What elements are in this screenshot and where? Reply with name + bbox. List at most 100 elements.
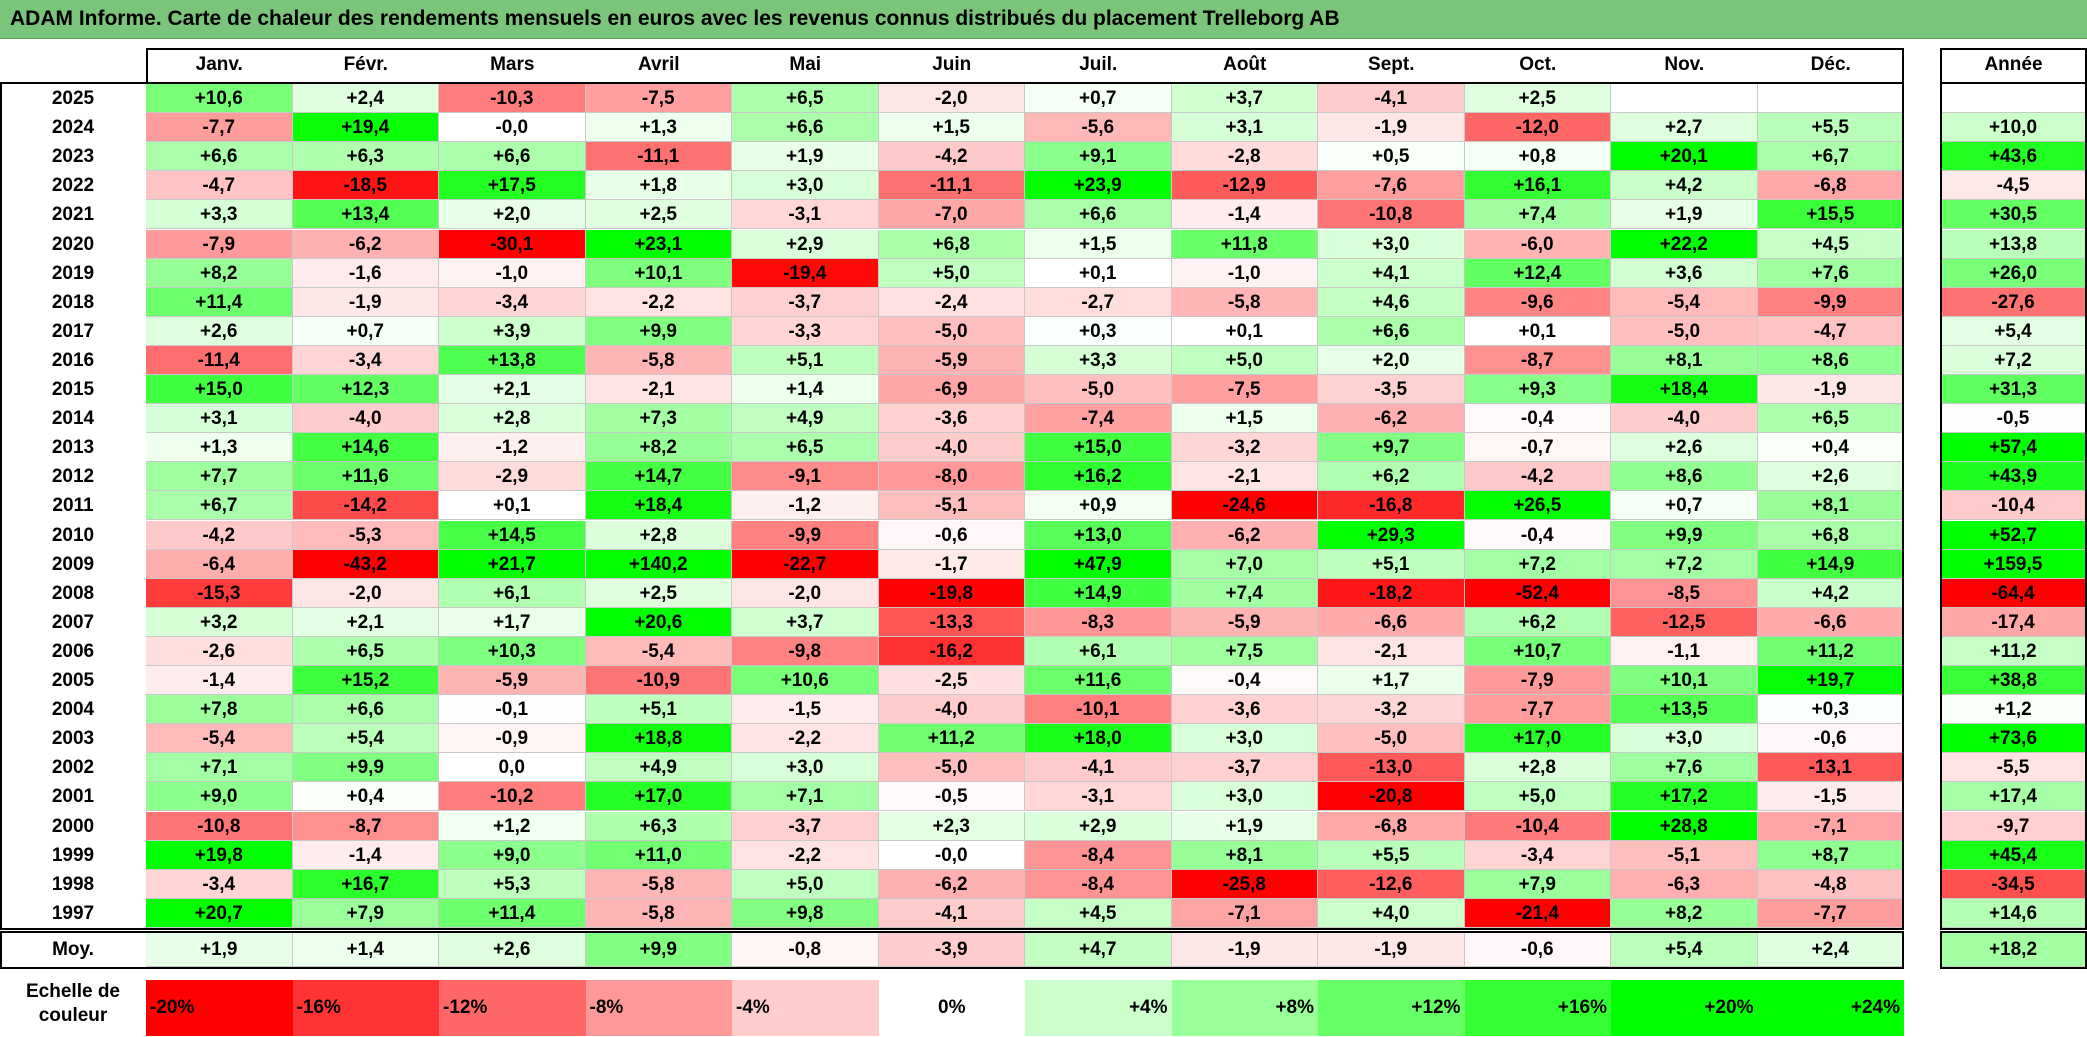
heatmap-cell: +8,2 <box>146 258 293 288</box>
heatmap-cell: +7,6 <box>1611 753 1758 783</box>
heatmap-cell: -2,0 <box>878 84 1025 114</box>
heatmap-cell: +18,4 <box>585 491 732 521</box>
annual-cell: -64,4 <box>1940 578 2087 608</box>
heatmap-cell: +12,3 <box>292 375 439 405</box>
heatmap-cell: -5,8 <box>1171 287 1318 317</box>
heatmap-cell: +4,2 <box>1757 578 1904 608</box>
heatmap-cell: +1,7 <box>1318 666 1465 696</box>
heatmap-cell: +140,2 <box>585 549 732 579</box>
heatmap-cell: +1,5 <box>878 113 1025 143</box>
heatmap-cell: +0,5 <box>1318 142 1465 172</box>
heatmap-cell: +0,9 <box>1025 491 1172 521</box>
heatmap-cell: +0,7 <box>292 316 439 346</box>
heatmap-cell: +7,0 <box>1171 549 1318 579</box>
heatmap-cell: +5,1 <box>1318 549 1465 579</box>
heatmap-cell: +7,5 <box>1171 636 1318 666</box>
heatmap-cell: -10,9 <box>585 666 732 696</box>
heatmap-cell: +6,7 <box>1757 142 1904 172</box>
annual-cell: +73,6 <box>1940 724 2087 754</box>
heatmap-cell: -7,6 <box>1318 171 1465 201</box>
heatmap-cell: -18,2 <box>1318 578 1465 608</box>
heatmap-cell: +19,4 <box>292 113 439 143</box>
heatmap-cell: -0,7 <box>1464 433 1611 463</box>
heatmap-cell: +3,0 <box>1171 782 1318 812</box>
heatmap-cell: -12,5 <box>1611 607 1758 637</box>
heatmap-cell: -6,2 <box>1171 520 1318 550</box>
heatmap-cell: +14,6 <box>292 433 439 463</box>
heatmap-cell: +6,3 <box>585 811 732 841</box>
heatmap-cell: +1,7 <box>439 607 586 637</box>
heatmap-cell: +9,9 <box>1611 520 1758 550</box>
heatmap-cell: +2,6 <box>146 316 293 346</box>
column-header: Juil. <box>1079 54 1118 75</box>
heatmap-cell: -9,6 <box>1464 287 1611 317</box>
heatmap-cell <box>1611 84 1758 114</box>
heatmap-cell: +3,7 <box>732 607 879 637</box>
year-label: 1998 <box>51 873 95 895</box>
year-label: 2025 <box>51 88 95 109</box>
heatmap-cell: -16,8 <box>1318 491 1465 521</box>
heatmap-cell: +20,6 <box>585 607 732 637</box>
average-cell: +5,4 <box>1611 933 1758 967</box>
heatmap-cell: -9,9 <box>732 520 879 550</box>
heatmap-cell: -10,8 <box>1318 200 1465 230</box>
year-label: 2012 <box>51 466 95 488</box>
heatmap-cell: -7,1 <box>1757 811 1904 841</box>
heatmap-cell: -24,6 <box>1171 491 1318 521</box>
heatmap-cell: +19,7 <box>1757 666 1904 696</box>
heatmap-cell: -0,4 <box>1171 666 1318 696</box>
heatmap-cell: +2,5 <box>585 200 732 230</box>
heatmap-cell: -43,2 <box>292 549 439 579</box>
heatmap-cell: +3,0 <box>1611 724 1758 754</box>
heatmap-cell: +7,4 <box>1464 200 1611 230</box>
heatmap-cell: -7,7 <box>1757 898 1904 928</box>
heatmap-cell: +5,5 <box>1757 113 1904 143</box>
heatmap-cell: +0,4 <box>1757 433 1904 463</box>
heatmap-cell: -18,5 <box>292 171 439 201</box>
average-cell: -1,9 <box>1318 933 1465 967</box>
heatmap-cell <box>1757 84 1904 114</box>
heatmap-cell: -7,5 <box>585 84 732 114</box>
heatmap-cell: -6,4 <box>146 549 293 579</box>
heatmap-cell: -4,2 <box>146 520 293 550</box>
heatmap-cell: -7,4 <box>1025 404 1172 434</box>
annual-cell <box>1940 84 2087 114</box>
column-header: Août <box>1223 54 1267 75</box>
heatmap-cell: +10,6 <box>732 666 879 696</box>
heatmap-cell: -21,4 <box>1464 898 1611 928</box>
heatmap-cell: +15,2 <box>292 666 439 696</box>
heatmap-cell: +13,8 <box>439 345 586 375</box>
heatmap-cell: -10,8 <box>146 811 293 841</box>
year-label: 2005 <box>51 670 95 691</box>
heatmap-cell: -13,0 <box>1318 753 1465 783</box>
heatmap-cell: -11,4 <box>146 345 293 375</box>
annual-cell: +31,3 <box>1940 375 2087 405</box>
average-cell: +1,4 <box>292 933 439 967</box>
heatmap-cell: +7,9 <box>1464 869 1611 899</box>
heatmap-cell: -8,0 <box>878 462 1025 492</box>
heatmap-cell: +3,1 <box>146 404 293 434</box>
annual-cell: +45,4 <box>1940 840 2087 870</box>
heatmap-cell: -8,7 <box>1464 345 1611 375</box>
year-label: 2022 <box>51 175 95 197</box>
heatmap-cell: -8,4 <box>1025 840 1172 870</box>
heatmap-cell: -7,7 <box>146 113 293 143</box>
heatmap-cell: +5,0 <box>732 869 879 899</box>
heatmap-cell: +7,2 <box>1611 549 1758 579</box>
annual-cell: +38,8 <box>1940 666 2087 696</box>
heatmap-cell: +6,7 <box>146 491 293 521</box>
heatmap-cell: -12,0 <box>1464 113 1611 143</box>
heatmap-cell: +8,1 <box>1611 345 1758 375</box>
heatmap-cell: -2,8 <box>1171 142 1318 172</box>
heatmap-cell: -0,6 <box>878 520 1025 550</box>
heatmap-cell: +0,1 <box>439 491 586 521</box>
heatmap-cell: -4,0 <box>878 433 1025 463</box>
heatmap-cell: -7,1 <box>1171 898 1318 928</box>
heatmap-cell: -22,7 <box>732 549 879 579</box>
heatmap-cell: +20,1 <box>1611 142 1758 172</box>
heatmap-cell: -2,7 <box>1025 287 1172 317</box>
heatmap-cell: -3,6 <box>878 404 1025 434</box>
heatmap-cell: +20,7 <box>146 898 293 928</box>
chart-title: ADAM Informe. Carte de chaleur des rende… <box>10 7 1340 30</box>
heatmap-cell: +3,6 <box>1611 258 1758 288</box>
